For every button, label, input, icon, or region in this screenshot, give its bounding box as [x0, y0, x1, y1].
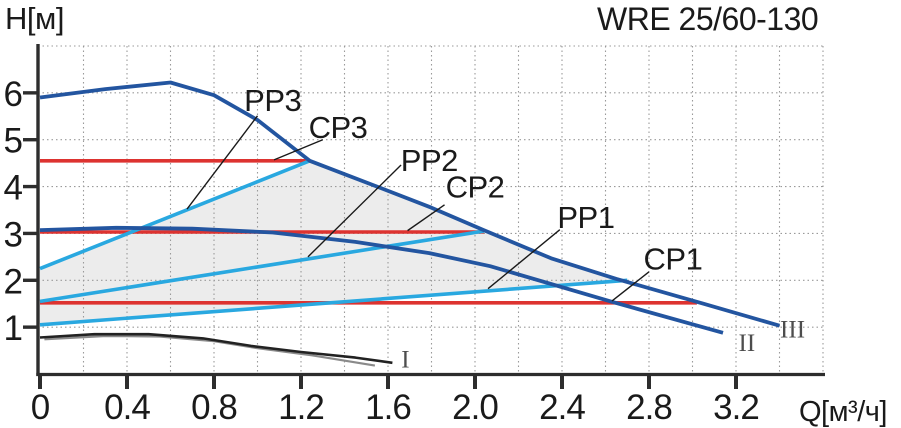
y-tick-label: 5: [4, 122, 22, 161]
curve-PP3-proportional-pressure: [39, 159, 311, 271]
curve-label-CP1: CP1: [644, 242, 703, 277]
y-axis-label: H[м]: [5, 1, 64, 36]
chart-title: WRE 25/60-130: [597, 1, 819, 37]
curve-speed-III-max-curve: [39, 80, 781, 328]
y-tick-label: 1: [4, 309, 22, 348]
curve-speed-I-curve-dark: [39, 332, 393, 365]
x-tick-label: 0.4: [104, 388, 150, 427]
leader-line-CP1: [611, 271, 650, 302]
x-tick-label: 0.8: [191, 388, 237, 427]
y-tick-label: 3: [4, 215, 22, 254]
x-tick-label: 1.6: [365, 388, 411, 427]
curve-label-PP2: PP2: [401, 143, 458, 178]
x-tick-label: 0: [31, 388, 50, 427]
x-tick-label: 2.4: [539, 388, 585, 427]
x-tick-label: 3.2: [713, 388, 759, 427]
x-axis-label: Q[м³/ч]: [799, 396, 887, 428]
curve-label-PP1: PP1: [557, 200, 614, 235]
curve-PP2-proportional-pressure: [39, 229, 484, 304]
leader-line-PP2: [307, 164, 402, 258]
leader-line-CP2: [407, 204, 445, 232]
curve-label-CP3: CP3: [309, 110, 368, 145]
x-tick-label: 2.0: [452, 388, 498, 427]
control-range-region: [40, 160, 628, 325]
y-tick-label: 6: [4, 75, 22, 114]
y-tick-label: 4: [4, 169, 23, 208]
x-tick-label: 2.8: [626, 388, 672, 427]
y-tick-label: 2: [4, 262, 22, 301]
x-tick-label: 1.2: [278, 388, 324, 427]
leader-line-PP1: [487, 229, 561, 290]
leader-line-CP3: [273, 139, 324, 161]
curve-PP1-proportional-pressure: [39, 278, 628, 327]
curve-speed-II-curve: [39, 225, 724, 335]
curve-label-CP2: CP2: [446, 170, 505, 205]
curve-label-PP3: PP3: [244, 83, 301, 118]
curve-label-II: II: [739, 330, 756, 357]
curve-label-I: I: [401, 347, 409, 374]
curve-label-III: III: [780, 317, 805, 344]
leader-line-PP3: [186, 115, 259, 210]
